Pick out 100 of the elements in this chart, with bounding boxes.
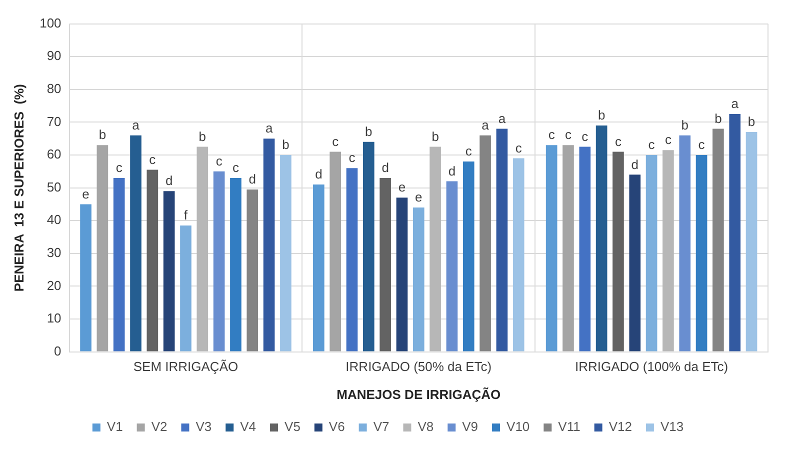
data-label: c xyxy=(614,134,622,149)
bar xyxy=(96,145,108,352)
bar xyxy=(396,198,408,352)
data-label: d xyxy=(248,172,256,187)
bar xyxy=(362,142,374,352)
data-label: c xyxy=(116,160,123,176)
legend-label: V10 xyxy=(506,419,530,434)
x-tick-label: SEM IRRIGAÇÃO xyxy=(133,359,238,374)
y-tick-label: 10 xyxy=(46,310,62,326)
data-label: b xyxy=(681,117,688,132)
y-tick-label: 50 xyxy=(46,179,62,194)
bar xyxy=(662,150,674,352)
bar xyxy=(629,174,641,352)
data-label: b xyxy=(282,137,290,152)
bar xyxy=(346,168,358,352)
bar xyxy=(712,128,724,352)
data-label: b xyxy=(714,110,722,126)
data-label: a xyxy=(498,110,506,126)
y-tick-label: 100 xyxy=(40,15,62,30)
legend-label: V6 xyxy=(328,419,345,434)
y-tick-label: 70 xyxy=(46,114,62,129)
data-label: b xyxy=(748,114,756,130)
bar xyxy=(480,135,491,352)
y-tick-label: 30 xyxy=(46,244,62,260)
data-label: b xyxy=(365,124,372,139)
legend-label: V11 xyxy=(558,419,580,434)
data-label: c xyxy=(664,132,672,148)
x-tick-label: IRRIGADO (100% da ETc) xyxy=(574,359,728,374)
data-label: c xyxy=(348,150,356,166)
legend-label: V12 xyxy=(608,419,632,434)
data-label: c xyxy=(232,160,240,176)
legend-label: V3 xyxy=(196,419,212,434)
data-label: c xyxy=(332,134,340,149)
bar xyxy=(430,146,441,352)
bar xyxy=(263,138,275,352)
bar xyxy=(113,178,125,352)
data-label: a xyxy=(731,96,740,112)
bar xyxy=(596,125,608,352)
bar xyxy=(512,158,524,352)
data-label: d xyxy=(315,166,322,182)
data-label: c xyxy=(216,153,223,168)
bar xyxy=(646,155,658,352)
y-tick-label: 60 xyxy=(46,146,62,162)
x-tick-label: IRRIGADO (50% da ETc) xyxy=(346,359,492,374)
bar xyxy=(496,128,508,352)
data-label: c xyxy=(564,127,572,142)
data-label: a xyxy=(265,120,274,136)
bar xyxy=(246,189,258,352)
data-label: c xyxy=(548,127,556,142)
y-tick-label: 40 xyxy=(46,212,62,228)
data-label: c xyxy=(582,128,589,144)
legend-label: V5 xyxy=(284,419,300,434)
data-label: c xyxy=(515,140,522,156)
legend-label: V8 xyxy=(418,419,434,434)
data-label: d xyxy=(631,156,639,172)
bar xyxy=(729,114,741,352)
bar xyxy=(612,152,624,352)
data-label: e xyxy=(398,180,406,195)
data-label: e xyxy=(415,190,422,205)
data-label: f xyxy=(184,208,188,223)
bar xyxy=(746,132,758,352)
bar xyxy=(196,146,208,352)
x-axis-title: MANEJOS DE IRRIGAÇÃO xyxy=(336,386,501,402)
legend-label: V1 xyxy=(106,419,123,434)
bar xyxy=(180,226,192,352)
data-label: d xyxy=(165,173,173,188)
legend-label: V13 xyxy=(660,419,684,434)
bar xyxy=(330,152,341,352)
legend-label: V7 xyxy=(373,419,390,434)
bar xyxy=(280,155,292,352)
data-label: a xyxy=(132,117,140,132)
data-label: d xyxy=(448,163,456,178)
bar xyxy=(579,146,591,352)
data-label: a xyxy=(482,117,490,132)
data-label: c xyxy=(698,137,706,152)
legend-label: V4 xyxy=(240,419,256,434)
bar xyxy=(562,145,574,352)
y-tick-label: 80 xyxy=(46,80,62,96)
bar xyxy=(230,178,242,352)
bar xyxy=(462,162,474,352)
bar xyxy=(313,184,324,352)
data-label: b xyxy=(598,108,606,123)
legend-label: V2 xyxy=(151,419,168,434)
data-label: c xyxy=(465,144,472,159)
data-label: b xyxy=(98,127,106,142)
bar xyxy=(696,155,708,352)
data-label: c xyxy=(648,137,656,152)
data-label: e xyxy=(82,186,90,202)
bar xyxy=(679,135,691,352)
y-tick-label: 20 xyxy=(46,278,62,293)
data-label: c xyxy=(149,152,156,167)
bar xyxy=(146,170,158,352)
bar xyxy=(80,204,92,352)
y-axis-title: PENEIRA 13 E SUPERIORES (%) xyxy=(11,84,26,292)
legend-label: V9 xyxy=(462,419,478,434)
bar xyxy=(130,135,142,352)
bar xyxy=(446,181,458,352)
bar xyxy=(546,145,558,352)
data-label: b xyxy=(432,128,439,144)
bar xyxy=(380,178,391,352)
